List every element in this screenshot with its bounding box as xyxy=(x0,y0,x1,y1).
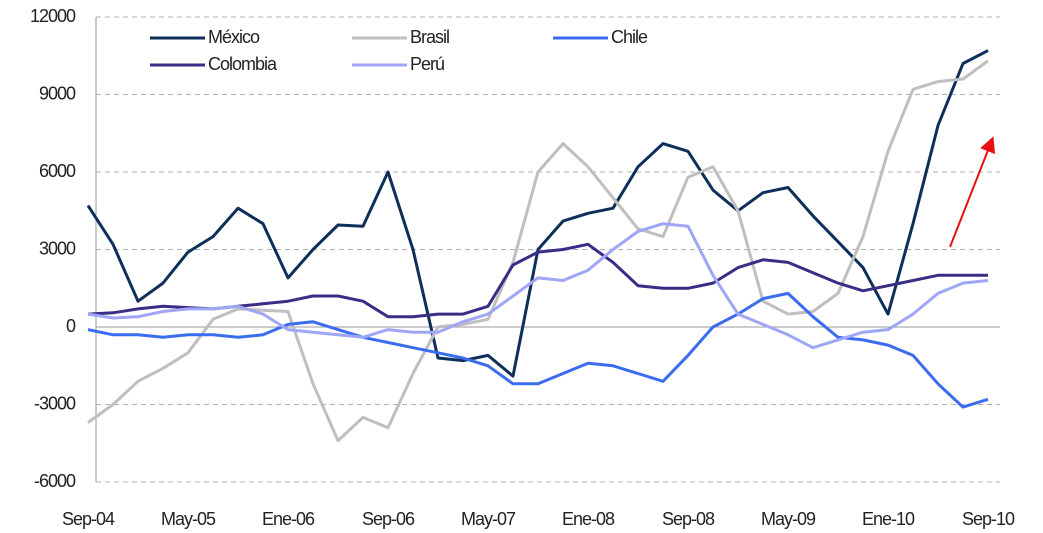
legend-label: Colombia xyxy=(208,54,278,74)
series-line xyxy=(87,222,989,350)
trend-arrow xyxy=(949,136,996,248)
series-line xyxy=(86,49,989,378)
y-tick-label: -6000 xyxy=(34,471,76,491)
y-tick-label: 12000 xyxy=(30,6,76,26)
y-tick-label: 3000 xyxy=(39,238,76,258)
y-tick-label: 6000 xyxy=(39,161,76,181)
y-tick-label: 9000 xyxy=(39,83,76,103)
x-tick-label: May-07 xyxy=(461,509,516,529)
series-line xyxy=(87,59,989,443)
legend-label: Perú xyxy=(410,54,444,74)
x-tick-label: May-09 xyxy=(761,509,816,529)
x-tick-label: Ene-10 xyxy=(862,509,915,529)
x-tick-label: May-05 xyxy=(161,509,216,529)
x-tick-label: Sep-08 xyxy=(662,509,715,529)
x-tick-label: Ene-08 xyxy=(562,509,615,529)
series-line xyxy=(87,291,989,409)
legend-label: Brasil xyxy=(410,27,449,47)
legend-label: Chile xyxy=(611,27,648,47)
y-tick-label: 0 xyxy=(66,316,76,336)
x-tick-label: Sep-04 xyxy=(62,509,115,529)
x-tick-label: Sep-10 xyxy=(962,509,1015,529)
y-tick-label: -3000 xyxy=(34,393,76,413)
x-tick-label: Sep-06 xyxy=(362,509,415,529)
x-tick-label: Ene-06 xyxy=(262,509,315,529)
legend-label: México xyxy=(208,27,260,47)
